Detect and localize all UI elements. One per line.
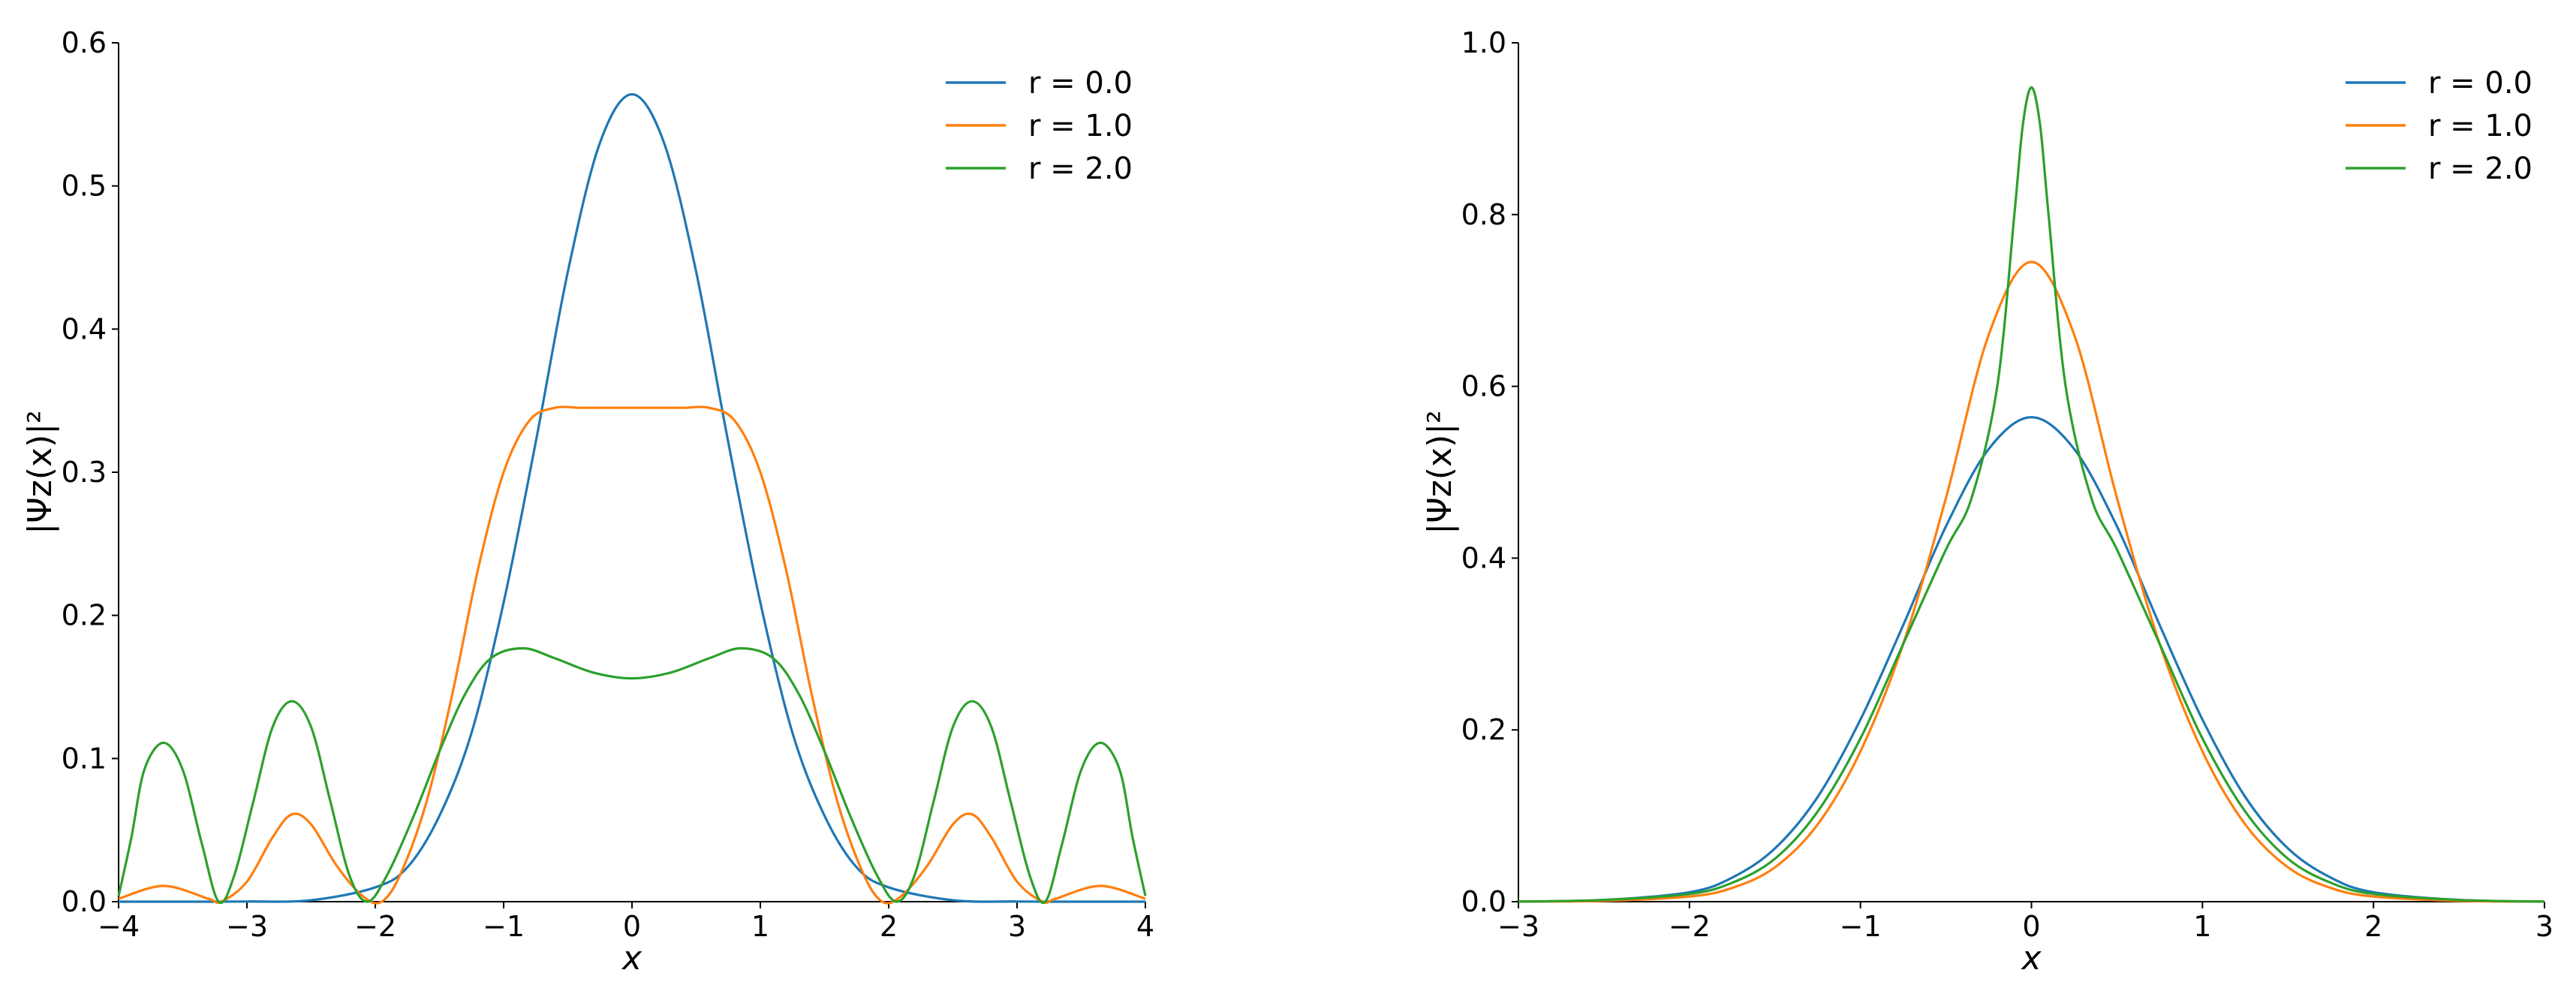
left-series-line-r0 xyxy=(118,93,1146,903)
right-y-tick-label: 0.0 xyxy=(1461,885,1506,918)
right-x-tick-label: −1 xyxy=(1840,910,1882,943)
right-x-tick-label: 0 xyxy=(2022,910,2040,943)
left-legend-label: r = 0.0 xyxy=(1028,66,1133,101)
left-x-tick-label: 0 xyxy=(623,910,641,943)
right-x-tick-label: −2 xyxy=(1669,910,1711,943)
left-y-tick-label: 0.0 xyxy=(62,885,107,918)
left-x-axis-label: x xyxy=(621,939,642,977)
left-y-tick-label: 0.4 xyxy=(62,312,107,345)
left-series-line-r1 xyxy=(118,405,1146,905)
left-x-tick-label: 1 xyxy=(751,910,769,943)
left-x-tick-label: 2 xyxy=(880,910,898,943)
left-legend-label: r = 2.0 xyxy=(1028,152,1133,186)
left-chart-panel: −4 −3 −2 −1 0 1 2 3 4 0.0 0.1 0.2 0.3 0.4 0.5 0.6 x |Ψz(x… xyxy=(21,26,1154,977)
right-y-tick-label: 0.8 xyxy=(1461,198,1506,231)
left-y-tick-label: 0.6 xyxy=(62,26,107,59)
right-series-line-r2 xyxy=(1518,86,2545,903)
right-legend-label: r = 0.0 xyxy=(2428,66,2532,101)
right-y-tick-label: 0.2 xyxy=(1461,713,1506,746)
left-y-tick-label: 0.5 xyxy=(62,170,107,203)
right-y-tick-label: 0.4 xyxy=(1461,541,1506,574)
left-y-tick-label: 0.2 xyxy=(62,599,107,632)
left-series-line-r2 xyxy=(117,646,1147,905)
right-y-tick-label: 1.0 xyxy=(1461,26,1506,59)
right-series-line-r0 xyxy=(1518,416,2545,903)
left-y-axis-label: |Ψz(x)|² xyxy=(21,410,59,534)
right-y-axis-label: |Ψz(x)|² xyxy=(1421,410,1459,534)
right-x-tick-label: 3 xyxy=(2535,910,2553,943)
right-y-tick-label: 0.6 xyxy=(1461,370,1506,403)
left-x-tick-label: −2 xyxy=(354,910,396,943)
left-y-tick-label: 0.1 xyxy=(62,742,107,775)
right-legend-label: r = 2.0 xyxy=(2428,152,2532,186)
right-series-line-r1 xyxy=(1518,261,2545,903)
left-x-tick-label: −4 xyxy=(98,910,140,943)
left-x-tick-label: −3 xyxy=(226,910,268,943)
right-x-tick-label: 1 xyxy=(2193,910,2211,943)
left-x-tick-label: 4 xyxy=(1136,910,1154,943)
left-x-tick-label: −1 xyxy=(483,910,525,943)
right-x-tick-label: −3 xyxy=(1497,910,1539,943)
right-x-axis-label: x xyxy=(2020,939,2042,977)
left-y-tick-label: 0.3 xyxy=(62,456,107,489)
right-x-tick-label: 2 xyxy=(2364,910,2382,943)
right-legend-label: r = 1.0 xyxy=(2428,109,2532,143)
left-x-tick-label: 3 xyxy=(1008,910,1026,943)
right-chart-panel: −3 −2 −1 0 1 2 3 0.0 0.2 0.4 0.6 0.8 1.0 x |Ψz(x)|² r =… xyxy=(1421,26,2553,977)
left-legend-label: r = 1.0 xyxy=(1028,109,1133,143)
